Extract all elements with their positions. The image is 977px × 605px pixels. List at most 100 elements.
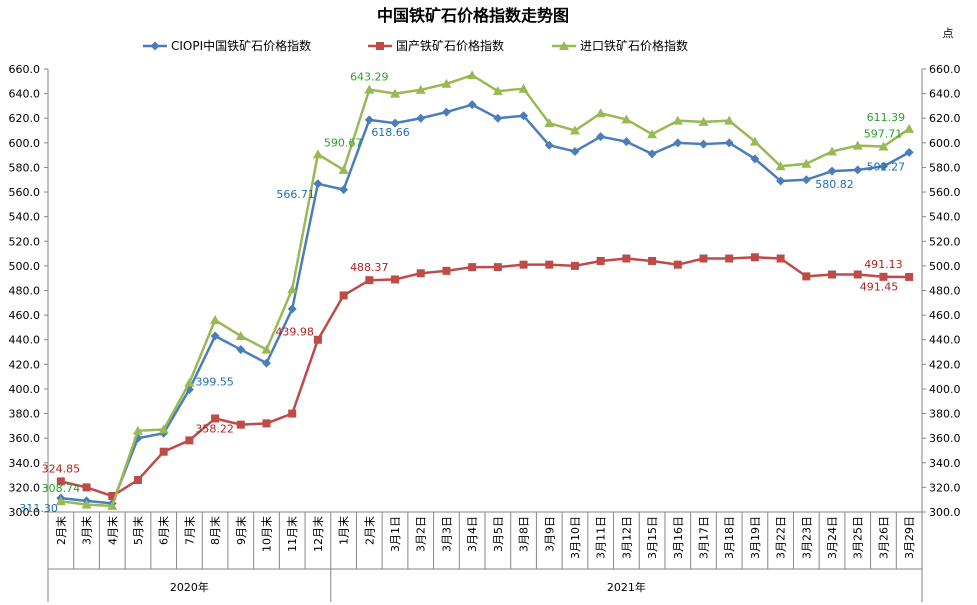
data-point bbox=[827, 146, 838, 156]
data-point bbox=[365, 276, 374, 285]
x-tick-label: 3月8日 bbox=[518, 516, 531, 552]
data-point bbox=[287, 284, 298, 294]
data-point bbox=[853, 270, 862, 279]
y-tick-label-right: 640.0 bbox=[929, 88, 961, 101]
data-label: 358.22 bbox=[195, 422, 234, 435]
y-tick-label-right: 440.0 bbox=[929, 334, 961, 347]
data-point bbox=[905, 272, 914, 281]
data-point bbox=[492, 86, 503, 96]
y-tick-label-left: 620.0 bbox=[9, 112, 41, 125]
y-tick-label-left: 540.0 bbox=[9, 211, 41, 224]
y-tick-label-left: 480.0 bbox=[9, 285, 41, 298]
data-point bbox=[441, 78, 452, 88]
data-point bbox=[596, 256, 605, 265]
data-point bbox=[468, 263, 477, 272]
data-point bbox=[672, 115, 683, 125]
y-tick-label-left: 320.0 bbox=[9, 481, 41, 494]
data-point bbox=[185, 436, 194, 445]
data-label: 439.98 bbox=[275, 326, 314, 339]
data-label: 643.29 bbox=[350, 71, 389, 84]
x-tick-label: 3月25日 bbox=[852, 516, 865, 559]
data-point bbox=[621, 137, 631, 147]
y-tick-label-left: 420.0 bbox=[9, 358, 41, 371]
y-tick-label-right: 580.0 bbox=[929, 161, 961, 174]
legend-label: 进口铁矿石价格指数 bbox=[580, 38, 688, 53]
y-tick-label-left: 300.0 bbox=[9, 506, 41, 519]
x-tick-label: 6月末 bbox=[157, 516, 171, 545]
x-tick-label: 3月17日 bbox=[698, 516, 711, 559]
data-point bbox=[107, 500, 118, 510]
y-tick-label-right: 380.0 bbox=[929, 408, 961, 421]
data-point bbox=[673, 260, 682, 269]
data-point bbox=[56, 477, 65, 486]
y-tick-label-right: 300.0 bbox=[929, 506, 961, 519]
legend-item-2: 进口铁矿石价格指数 bbox=[552, 38, 688, 53]
data-point bbox=[262, 419, 271, 428]
y-tick-label-left: 360.0 bbox=[9, 432, 41, 445]
data-point bbox=[750, 154, 760, 164]
data-labels: 311.30 399.55 566.71 618.66 580.82 592.27 324.… bbox=[19, 71, 905, 516]
series-2 bbox=[55, 70, 915, 510]
y-tick-label-right: 520.0 bbox=[929, 235, 961, 248]
data-point bbox=[55, 496, 66, 506]
data-label: 566.71 bbox=[276, 188, 315, 201]
data-point bbox=[775, 161, 786, 171]
data-point bbox=[210, 315, 221, 325]
data-point bbox=[699, 254, 708, 263]
data-point bbox=[904, 123, 915, 133]
x-tick-label: 3月22日 bbox=[775, 516, 788, 559]
group-label: 2020年 bbox=[170, 580, 209, 594]
data-point bbox=[493, 113, 503, 123]
data-point bbox=[211, 414, 220, 423]
x-tick-label: 1月末 bbox=[337, 516, 351, 545]
data-point bbox=[493, 263, 502, 272]
data-point bbox=[261, 344, 272, 354]
series-line bbox=[60, 256, 910, 498]
data-label: 580.82 bbox=[815, 178, 854, 191]
x-tick-label: 3月26日 bbox=[877, 516, 890, 559]
data-label: 399.55 bbox=[195, 375, 234, 388]
data-point bbox=[725, 254, 734, 263]
y-tick-label-left: 440.0 bbox=[9, 334, 41, 347]
x-tick-label: 3月5日 bbox=[492, 516, 505, 552]
unit-label: 点 bbox=[943, 27, 954, 40]
x-tick-label: 3月23日 bbox=[800, 516, 813, 559]
data-point bbox=[235, 331, 246, 341]
data-point bbox=[312, 149, 323, 159]
x-tick-label: 3月19日 bbox=[749, 516, 762, 559]
data-point bbox=[442, 266, 451, 275]
data-point bbox=[288, 409, 297, 418]
y-tick-label-left: 580.0 bbox=[9, 161, 41, 174]
y-tick-label-left: 500.0 bbox=[9, 260, 41, 273]
data-point bbox=[879, 272, 888, 281]
x-tick-label: 3月1日 bbox=[389, 516, 402, 552]
x-tick-label: 3月3日 bbox=[440, 516, 453, 552]
y-tick-label-right: 540.0 bbox=[929, 211, 961, 224]
legend-label: CIOPI中国铁矿石价格指数 bbox=[171, 38, 311, 53]
data-point bbox=[236, 345, 246, 355]
x-tick-label: 3月24日 bbox=[826, 516, 839, 559]
data-point bbox=[647, 149, 657, 159]
data-point bbox=[390, 118, 400, 128]
series-line bbox=[60, 73, 910, 508]
data-point bbox=[544, 118, 555, 128]
y-tick-label-right: 360.0 bbox=[929, 432, 961, 445]
data-point bbox=[570, 261, 579, 270]
data-label: 491.13 bbox=[864, 258, 903, 271]
y-tick-label-left: 660.0 bbox=[9, 63, 41, 76]
data-point bbox=[776, 254, 785, 263]
data-point bbox=[108, 492, 117, 501]
x-tick-label: 3月11日 bbox=[595, 516, 608, 559]
data-point bbox=[827, 166, 837, 176]
series-line bbox=[60, 103, 910, 505]
data-point bbox=[467, 100, 477, 110]
x-tick-label: 3月2日 bbox=[415, 516, 428, 552]
data-point bbox=[647, 129, 658, 139]
data-point bbox=[595, 108, 606, 118]
x-tick-label: 3月18日 bbox=[723, 516, 736, 559]
data-point bbox=[313, 179, 323, 189]
y-tick-label-left: 560.0 bbox=[9, 186, 41, 199]
y-tick-label-right: 600.0 bbox=[929, 137, 961, 150]
data-point bbox=[467, 70, 478, 80]
data-point bbox=[132, 425, 143, 435]
